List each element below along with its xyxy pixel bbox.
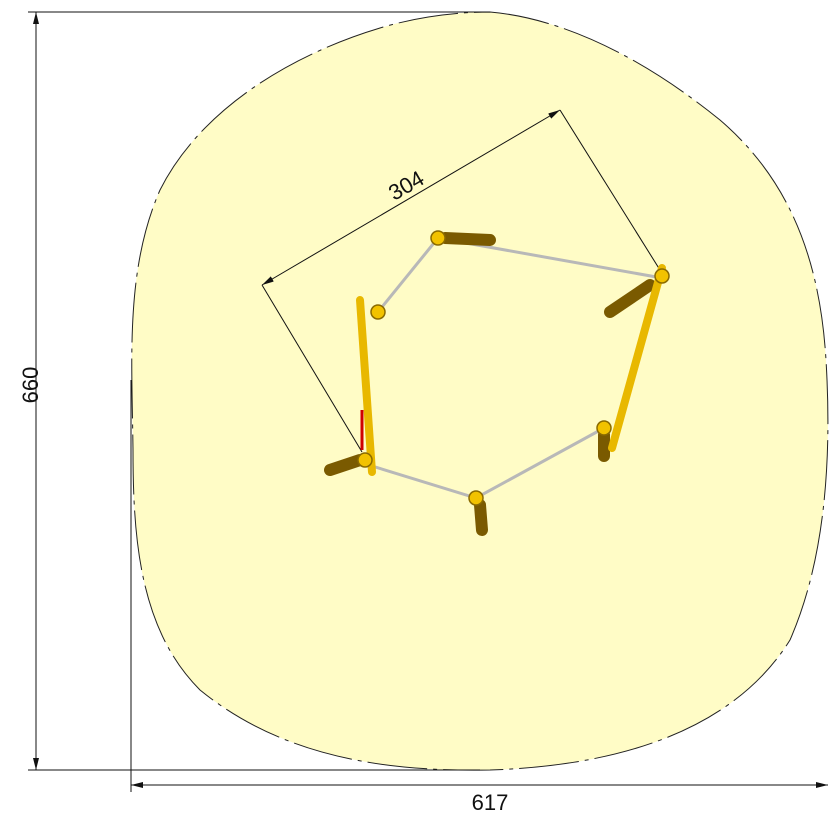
spacing-dimension (261, 109, 661, 453)
equipment (324, 230, 670, 536)
height-label: 660 (18, 367, 43, 404)
width-dimension (130, 380, 828, 792)
height-dimension (28, 11, 490, 771)
safety-area (131, 11, 829, 771)
width-label: 617 (472, 790, 509, 815)
